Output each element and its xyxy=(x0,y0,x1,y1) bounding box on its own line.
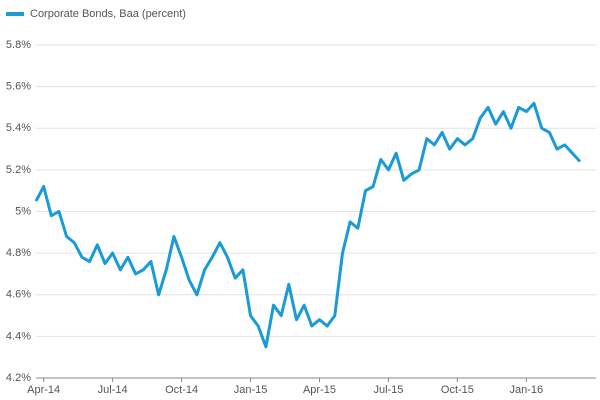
x-tick-label: Jul-14 xyxy=(98,384,128,396)
y-tick-label: 5.6% xyxy=(6,81,31,93)
x-tick-label: Apr-15 xyxy=(303,384,336,396)
x-tick-label: Oct-15 xyxy=(441,384,474,396)
x-tick-label: Apr-14 xyxy=(27,384,60,396)
y-tick-label: 4.4% xyxy=(6,330,31,342)
y-tick-label: 5.4% xyxy=(6,122,31,134)
x-tick-label: Jan-16 xyxy=(510,384,544,396)
legend-label: Corporate Bonds, Baa (percent) xyxy=(30,8,186,20)
y-tick-label: 4.2% xyxy=(6,372,31,384)
y-tick-label: 5% xyxy=(15,205,31,217)
y-tick-label: 4.6% xyxy=(6,289,31,301)
data-line xyxy=(34,101,582,349)
x-tick-label: Jul-15 xyxy=(373,384,403,396)
x-tick-label: Oct-14 xyxy=(165,384,198,396)
y-tick-label: 5.8% xyxy=(6,39,31,51)
x-tick-label: Jan-15 xyxy=(234,384,268,396)
y-tick-label: 5.2% xyxy=(6,164,31,176)
y-tick-label: 4.8% xyxy=(6,247,31,259)
